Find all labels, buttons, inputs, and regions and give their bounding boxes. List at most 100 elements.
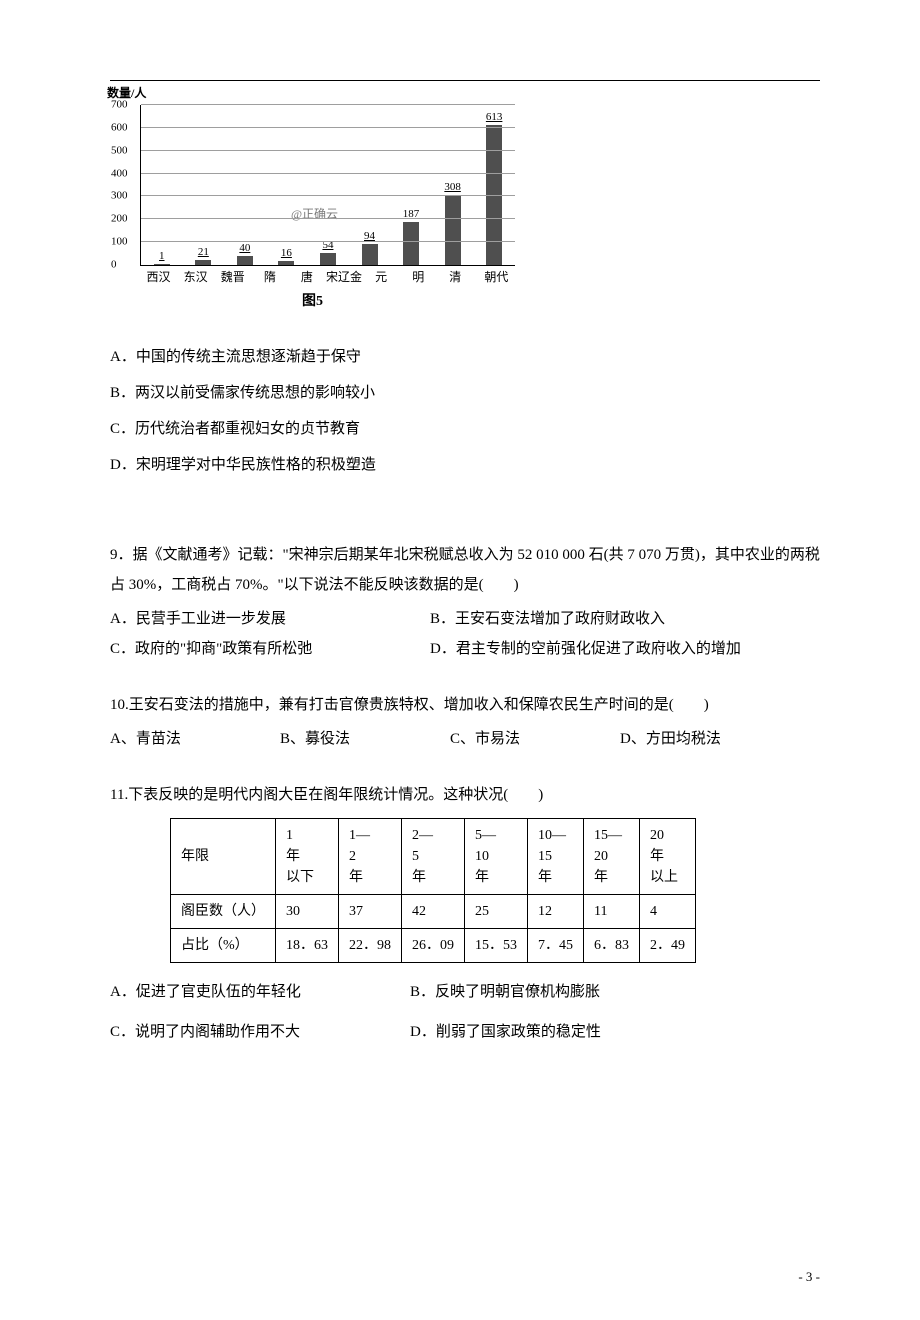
q11-option-a: A．促进了官吏队伍的年轻化: [110, 977, 410, 1007]
chart-x-label: 隋: [251, 270, 288, 284]
chart-x-axis-title: 朝代: [478, 270, 515, 284]
table-header-cell: 年限: [171, 819, 276, 895]
q8-option-a: A．中国的传统主流思想逐渐趋于保守: [110, 342, 820, 372]
chart-y-tick: 0: [111, 260, 117, 271]
chart-bar: [320, 253, 336, 265]
table-header-cell: 15—20年: [584, 819, 640, 895]
table-cell: 4: [640, 895, 696, 929]
chart-y-axis-title: 数量/人: [107, 87, 146, 99]
chart-caption: 图5: [110, 288, 515, 316]
chart-y-tick: 500: [111, 145, 128, 156]
q8-options: A．中国的传统主流思想逐渐趋于保守 B．两汉以前受儒家传统思想的影响较小 C．历…: [110, 342, 820, 480]
chart-bar-value: 613: [486, 112, 503, 123]
table-header-cell: 2—5年: [402, 819, 465, 895]
table-cell: 7．45: [528, 929, 584, 963]
q8-option-d: D．宋明理学对中华民族性格的积极塑造: [110, 450, 820, 480]
page-number: - 3 -: [798, 1264, 820, 1290]
chart-bar: [403, 222, 419, 265]
page: 数量/人 12140165494187308613 @正确云 010020030…: [0, 0, 920, 1320]
chart-bar: [195, 260, 211, 265]
q8-option-c: C．历代统治者都重视妇女的贞节教育: [110, 414, 820, 444]
table-cell: 42: [402, 895, 465, 929]
table-header-cell: 1—2年: [339, 819, 402, 895]
table-cell: 阁臣数（人）: [171, 895, 276, 929]
q10-option-d: D、方田均税法: [620, 724, 790, 754]
chart-y-tick: 700: [111, 100, 128, 111]
chart-bar-col: 1: [143, 251, 180, 265]
chart-bar-value: 21: [198, 247, 209, 258]
chart-bar: [362, 244, 378, 265]
q10-option-b: B、募役法: [280, 724, 450, 754]
q9-stem: 9．据《文献通考》记载："宋神宗后期某年北宋税赋总收入为 52 010 000 …: [110, 540, 820, 600]
q10: 10.王安石变法的措施中，兼有打击官僚贵族特权、增加收入和保障农民生产时间的是(…: [110, 690, 820, 754]
chart-x-label: 唐: [288, 270, 325, 284]
chart-y-tick: 600: [111, 122, 128, 133]
chart-gridline: [141, 173, 515, 174]
chart-x-labels: 西汉东汉魏晋隋唐宋辽金元明清朝代: [140, 266, 515, 284]
table-header-cell: 10—15年: [528, 819, 584, 895]
table-cell: 37: [339, 895, 402, 929]
table-cell: 12: [528, 895, 584, 929]
chart-y-tick: 300: [111, 191, 128, 202]
chart-figure-5: 数量/人 12140165494187308613 @正确云 010020030…: [110, 105, 515, 316]
q10-stem: 10.王安石变法的措施中，兼有打击官僚贵族特权、增加收入和保障农民生产时间的是(…: [110, 690, 820, 720]
chart-bar-col: 40: [226, 243, 263, 265]
chart-bar-col: 16: [268, 248, 305, 265]
q10-option-c: C、市易法: [450, 724, 620, 754]
table-row: 年限1年以下1—2年2—5年5—10年10—15年15—20年20年以上: [171, 819, 696, 895]
chart-bar-col: 54: [309, 240, 346, 265]
chart-y-tick: 200: [111, 214, 128, 225]
chart-x-label: 清: [437, 270, 474, 284]
chart-bar: [237, 256, 253, 265]
chart-y-tick: 400: [111, 168, 128, 179]
chart-bar: [278, 261, 294, 265]
top-rule: [110, 80, 820, 81]
q11-option-d: D．削弱了国家政策的稳定性: [410, 1017, 710, 1047]
table-cell: 占比（%）: [171, 929, 276, 963]
q9-options: A．民营手工业进一步发展 B．王安石变法增加了政府财政收入 C．政府的"抑商"政…: [110, 604, 820, 664]
q8-option-b: B．两汉以前受儒家传统思想的影响较小: [110, 378, 820, 408]
q10-options: A、青苗法 B、募役法 C、市易法 D、方田均税法: [110, 724, 820, 754]
chart-bar-value: 308: [444, 182, 461, 193]
table-cell: 30: [276, 895, 339, 929]
table-cell: 15．53: [465, 929, 528, 963]
q9-option-a: A．民营手工业进一步发展: [110, 604, 430, 634]
chart-bar-col: 21: [185, 247, 222, 265]
table-cell: 6．83: [584, 929, 640, 963]
chart-gridline: [141, 150, 515, 151]
chart-bar: [154, 264, 170, 265]
chart-x-label: 宋辽金: [325, 270, 362, 284]
q10-option-a: A、青苗法: [110, 724, 280, 754]
chart-bar-value: 16: [281, 248, 292, 259]
chart-x-label: 魏晋: [214, 270, 251, 284]
table-cell: 25: [465, 895, 528, 929]
chart-bar: [445, 195, 461, 265]
q9: 9．据《文献通考》记载："宋神宗后期某年北宋税赋总收入为 52 010 000 …: [110, 540, 820, 664]
chart-bar-col: 94: [351, 231, 388, 265]
q11-table: 年限1年以下1—2年2—5年5—10年10—15年15—20年20年以上阁臣数（…: [170, 818, 696, 963]
chart-gridline: [141, 218, 515, 219]
q11-stem: 11.下表反映的是明代内阁大臣在阁年限统计情况。这种状况( ): [110, 780, 820, 810]
table-row: 阁臣数（人）3037422512114: [171, 895, 696, 929]
chart-x-label: 元: [363, 270, 400, 284]
table-cell: 11: [584, 895, 640, 929]
chart-x-label: 明: [400, 270, 437, 284]
table-cell: 2．49: [640, 929, 696, 963]
table-header-cell: 5—10年: [465, 819, 528, 895]
table-header-cell: 1年以下: [276, 819, 339, 895]
chart-bar-value: 94: [364, 231, 375, 242]
q11: 11.下表反映的是明代内阁大臣在阁年限统计情况。这种状况( ) 年限1年以下1—…: [110, 780, 820, 1047]
table-row: 占比（%）18．6322．9826．0915．537．456．832．49: [171, 929, 696, 963]
q9-option-d: D．君主专制的空前强化促进了政府收入的增加: [430, 634, 750, 664]
q11-option-b: B．反映了明朝官僚机构膨胀: [410, 977, 710, 1007]
chart-gridline: [141, 127, 515, 128]
q9-option-b: B．王安石变法增加了政府财政收入: [430, 604, 750, 634]
chart-bar-value: 40: [239, 243, 250, 254]
table-cell: 18．63: [276, 929, 339, 963]
chart-gridline: [141, 195, 515, 196]
chart-y-tick: 100: [111, 237, 128, 248]
chart-bar-value: 1: [159, 251, 165, 262]
chart-x-label: 东汉: [177, 270, 214, 284]
chart-gridline: [141, 104, 515, 105]
q9-option-c: C．政府的"抑商"政策有所松弛: [110, 634, 430, 664]
